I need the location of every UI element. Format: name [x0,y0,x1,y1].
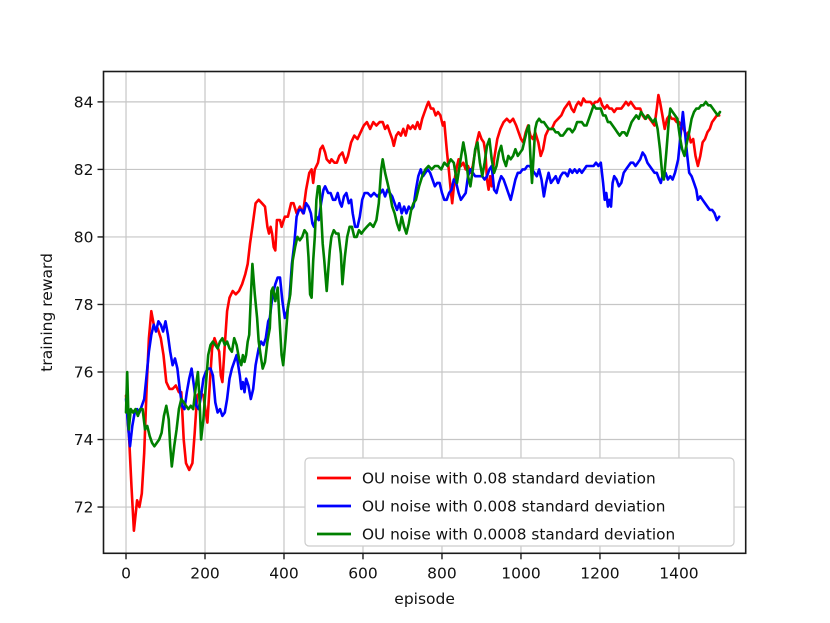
x-tick-label: 1200 [580,564,619,582]
y-tick-label: 84 [74,93,94,111]
x-tick-label: 200 [190,564,220,582]
x-tick-label: 1400 [659,564,698,582]
x-tick-label: 800 [427,564,457,582]
series-line-1 [124,110,721,448]
y-tick-label: 80 [74,228,94,246]
legend: OU noise with 0.08 standard deviation OU… [304,457,735,547]
series-line-2 [124,100,722,468]
y-tick-label: 78 [74,296,94,314]
legend-label-green: OU noise with 0.0008 standard deviation [362,526,675,544]
y-tick-label: 76 [74,363,94,381]
data-series [124,93,722,533]
legend-label-red: OU noise with 0.08 standard deviation [362,470,656,488]
x-tick-label: 400 [269,564,299,582]
series-line-0 [124,93,721,533]
y-axis-label: training reward [38,253,56,372]
y-tick-label: 82 [74,161,94,179]
x-tick-label: 0 [121,564,131,582]
y-tick-label: 72 [74,499,94,517]
y-tick-label: 74 [74,431,94,449]
x-tick-label: 600 [348,564,378,582]
legend-label-blue: OU noise with 0.008 standard deviation [362,498,665,516]
plot-border [102,70,747,555]
legend-box [304,457,735,547]
x-tick-label: 1000 [501,564,540,582]
axes: 0 200 400 600 800 1000 1200 1400 72 74 76 78 80 82 84 [74,70,747,582]
x-axis-label: episode [394,590,455,608]
